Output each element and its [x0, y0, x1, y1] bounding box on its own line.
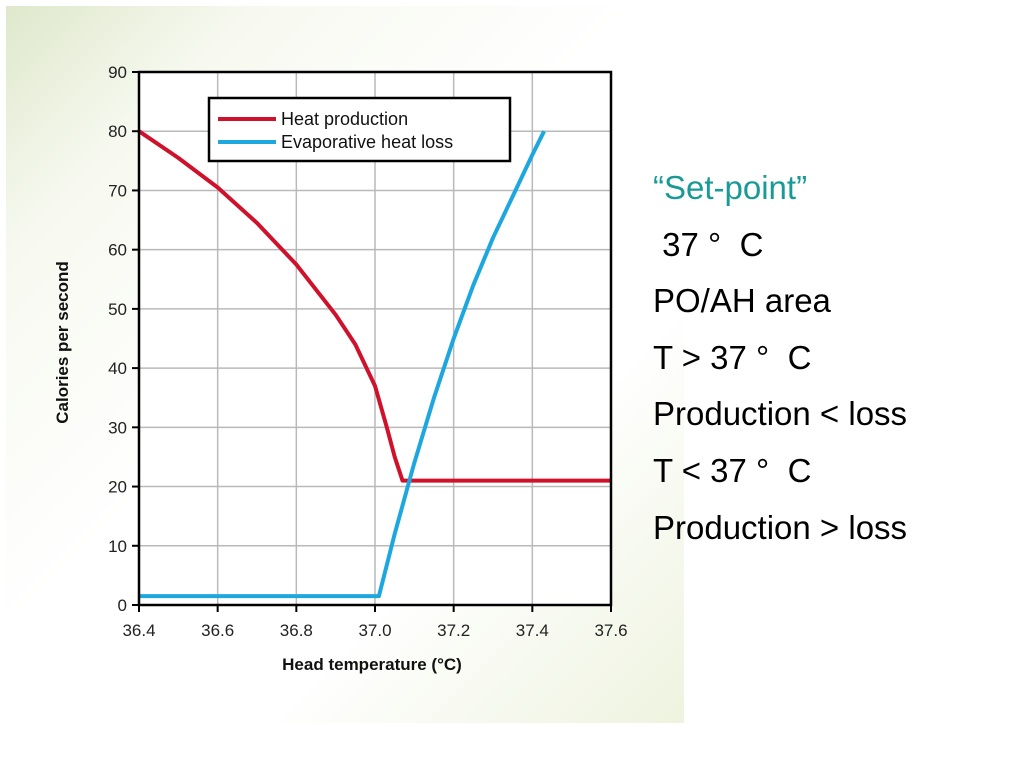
x-tick-label: 37.2 [437, 621, 470, 640]
x-tick-label: 36.4 [122, 621, 155, 640]
y-tick-label: 60 [108, 241, 127, 260]
legend-box [207, 96, 512, 163]
x-tick-label: 37.6 [594, 621, 627, 640]
y-tick-label: 40 [108, 359, 127, 378]
note-production-less: Production < loss [653, 395, 908, 433]
y-tick-label: 80 [108, 122, 127, 141]
notes-list: “Set-point” 37 ° C PO/AH area T > 37 ° C… [653, 160, 1013, 556]
note-area: PO/AH area [653, 282, 831, 320]
note-below: T < 37 ° C [653, 451, 812, 489]
y-tick-label: 10 [108, 537, 127, 556]
x-tick-label: 37.4 [516, 621, 549, 640]
series-line-1 [139, 130, 546, 599]
x-tick-label: 36.6 [201, 621, 234, 640]
y-axis-label: Calories per second [53, 261, 72, 424]
y-tick-label: 70 [108, 181, 127, 200]
series-line-0 [137, 129, 611, 483]
note-above: T > 37 ° C [653, 338, 812, 376]
y-tick-label: 20 [108, 478, 127, 497]
y-tick-label: 90 [108, 63, 127, 82]
y-tick-label: 50 [108, 300, 127, 319]
y-tick-label: 0 [118, 596, 127, 615]
legend-label-0: Heat production [281, 109, 408, 129]
note-temperature: 37 ° C [653, 225, 764, 263]
x-axis-label: Head temperature (°C) [282, 655, 462, 674]
legend-label-1: Evaporative heat loss [281, 132, 453, 152]
note-production-more: Production > loss [653, 508, 908, 546]
x-tick-label: 36.8 [280, 621, 313, 640]
y-tick-label: 30 [108, 418, 127, 437]
heat-balance-chart: 0 10 20 30 40 50 60 70 80 90 36.4 36.6 36.8 37.0 37.2 3… [53, 63, 628, 674]
x-tick-label: 37.0 [358, 621, 391, 640]
note-set-point: “Set-point” [653, 169, 808, 206]
